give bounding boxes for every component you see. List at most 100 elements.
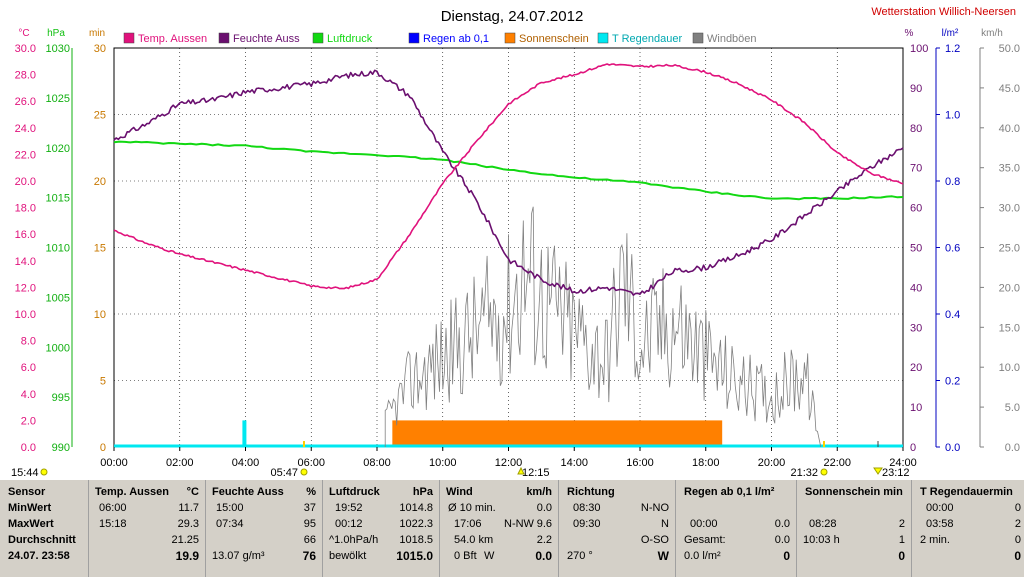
press-tick-label: 1000 [46,342,70,354]
weather-chart: Dienstag, 24.07.2012 Wetterstation Willi… [11,6,1020,478]
sunrise-label: 05:47 [270,467,298,478]
rain-time: 00:00 [690,518,718,530]
press-tick-label: 1015 [46,193,70,205]
press-tick-label: 1020 [46,143,70,155]
sensor-row: MaxWert [8,518,54,530]
dir-time: 08:30 [573,502,601,514]
sunset-icon [820,468,828,476]
sun-current: 0 [898,549,905,563]
wind-gust-line [384,206,822,448]
noon-label: 12:15 [522,467,550,478]
sensor-header: Sensor [8,486,46,498]
hum-tick-label: 60 [910,203,922,215]
wind-tick-label: 40.0 [999,123,1020,135]
legend: Temp. Aussen Feuchte Auss Luftdruck Regen a… [123,32,757,45]
rain-value: 0.0 [774,518,790,530]
temp-time: 15:18 [99,518,127,530]
legend-swatch [692,32,704,44]
press-forecast: bewölkt [329,550,367,562]
legend-label: Windböen [707,33,757,45]
min-tick-label: 25 [94,110,106,122]
x-tick-label: 02:00 [166,457,194,469]
wind-axis-unit: km/h [981,28,1003,39]
moonset-icon [873,467,883,475]
x-tick-label: 16:00 [626,457,654,469]
wind-current: 0.0 [535,549,552,563]
raindur-value: 0 [1014,502,1021,514]
hum-tick-label: 10 [910,402,922,414]
press-unit: hPa [412,486,433,498]
wind-tick-label: 35.0 [999,163,1020,175]
sun-time: 08:28 [809,518,837,530]
rain-duration-bar [242,420,247,447]
hum-header: Feuchte Auss [212,486,284,498]
dir-value: N [661,518,669,530]
rain-tick-label: 0.6 [945,243,960,255]
legend-swatch [597,32,609,44]
wind-label: 0 Bft [454,550,477,562]
col-dir: Richtung 08:30 N-NO 09:30 N O-SO 270 ° W [559,480,676,577]
rain-label: Gesamt: [684,534,726,546]
x-tick-label: 22:00 [823,457,851,469]
rain-total: 0.0 l/m² [684,550,721,562]
hum-tick-label: 0 [910,442,916,454]
hum-tick-label: 70 [910,163,922,175]
wind-tick-label: 25.0 [999,243,1020,255]
wind-label: Ø 10 min. [448,502,496,514]
wind-tick-label: 15.0 [999,322,1020,334]
temp-tick-label: 6.0 [21,362,36,374]
dir-value: O-SO [640,534,669,546]
hum-abs: 13.07 g/m³ [212,550,265,562]
rain-current: 0 [783,549,790,563]
sun-header: Sonnenschein min [805,486,903,498]
wind-label: 54.0 km [454,534,494,546]
sun-value: 1 [898,534,905,546]
hum-axis-unit: % [905,28,914,39]
raindur-value: 0 [1014,534,1021,546]
rain-header: Regen ab 0,1 l/m² [684,486,775,498]
legend-swatch [504,32,516,44]
temp-unit: °C [186,486,199,498]
press-tick-label: 995 [52,392,70,404]
temp-header: Temp. Aussen [95,486,169,498]
sensor-row: 24.07. 23:58 [8,550,70,562]
temp-tick-label: 16.0 [15,229,36,241]
wind-tick-label: 50.0 [999,43,1020,55]
raindur-time: 03:58 [926,518,954,530]
sunshine-series [392,420,723,447]
astro-markers: 15:44 05:47 12:15 21:32 23:12 [11,441,910,478]
dir-value: N-NO [640,502,669,514]
legend-label: Luftdruck [327,33,373,45]
col-sun: Sonnenschein min 08:28 2 10:03 h 1 0 [797,480,912,577]
x-axis: 00:00 02:00 04:00 06:00 08:00 10:00 12:00 14:00… [100,447,917,469]
left-axes: 30.0 28.0 26.0 24.0 22.0 20.0 18.0 16.0 14.0 12.0… [15,43,106,454]
wind-header: Wind [446,486,473,498]
rain-tick-label: 1.2 [945,43,960,55]
rain-duration-series [114,420,903,448]
x-tick-label: 10:00 [429,457,457,469]
min-tick-label: 30 [94,43,106,55]
legend-label: T Regendauer [612,33,682,45]
min-tick-label: 0 [100,442,106,454]
rain-tick-label: 0.4 [945,309,960,321]
press-tick-label: 1030 [46,43,70,55]
temp-value: 29.3 [177,518,199,530]
sun-value: 2 [898,518,905,530]
col-temp: Temp. Aussen °C 06:00 11.7 15:18 29.3 21.25… [89,480,206,577]
press-value: 1022.3 [399,518,433,530]
raindur-time: 00:00 [926,502,954,514]
sunshine-bar [392,420,723,447]
temp-tick-label: 24.0 [15,123,36,135]
col-press: Luftdruck hPa 19:52 1014.8 00:12 1022.3 ^1.… [323,480,440,577]
temp-value: 21.25 [171,534,199,546]
hum-tick-label: 40 [910,282,922,294]
press-axis-unit: hPa [47,28,65,39]
temp-tick-label: 0.0 [21,442,36,454]
legend-swatch [218,32,230,44]
legend-swatch [408,32,420,44]
rain-axis-unit: l/m² [942,28,959,39]
min-tick-label: 15 [94,243,106,255]
dir-header: Richtung [567,486,615,498]
col-rain: Regen ab 0,1 l/m² 00:00 0.0 Gesamt: 0.0 0.… [676,480,797,577]
rain-tick-label: 0.8 [945,176,960,188]
